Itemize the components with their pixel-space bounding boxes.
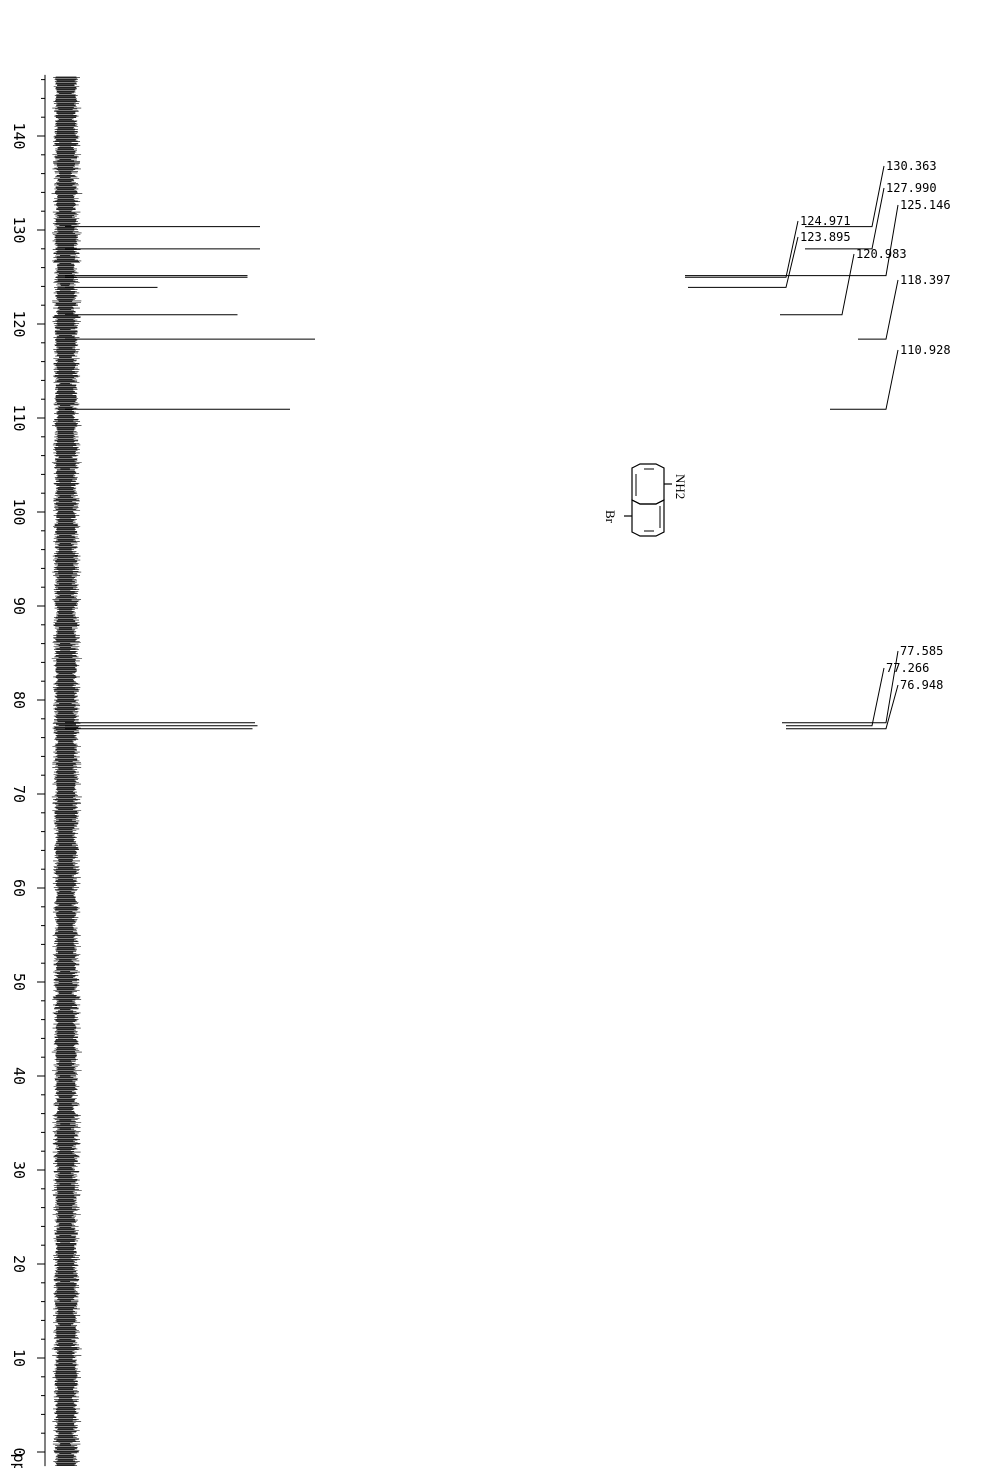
peak-leader-2 bbox=[685, 204, 899, 277]
peak-leader-4 bbox=[688, 236, 799, 288]
tick-label: 140 bbox=[10, 122, 28, 149]
spectrum-peaks bbox=[65, 226, 315, 730]
ppm-axis: 0 10 20 30 40 50 60 70 80 90 100 110 120 130 140 ppm bbox=[10, 74, 46, 1468]
molecule-structure: NH2 Br bbox=[603, 463, 688, 537]
peak-label-6: 118.397 bbox=[900, 273, 951, 287]
tick-label: 40 bbox=[10, 1067, 28, 1085]
tick-label: 30 bbox=[10, 1161, 28, 1179]
peak-label-7: 110.928 bbox=[900, 343, 951, 357]
peak-leader-8 bbox=[782, 650, 899, 724]
tick-label: 10 bbox=[10, 1349, 28, 1367]
peak-label-0: 130.363 bbox=[886, 159, 937, 173]
noise-trace bbox=[51, 76, 83, 1466]
tick-label: 90 bbox=[10, 597, 28, 615]
peak-label-10: 76.948 bbox=[900, 678, 943, 692]
naphthalene-ring-top bbox=[631, 463, 665, 505]
peak-leader-1 bbox=[805, 187, 885, 250]
peak-leader-9 bbox=[786, 667, 885, 727]
peak-leader-5 bbox=[780, 253, 855, 316]
tick-label: 70 bbox=[10, 785, 28, 803]
peak-label-2: 125.146 bbox=[900, 198, 951, 212]
molecule-label-nh2: NH2 bbox=[673, 474, 688, 499]
axis-unit-label: ppm bbox=[10, 1453, 28, 1468]
baseline-noise bbox=[51, 76, 83, 1466]
peak-label-5: 120.983 bbox=[856, 247, 907, 261]
peak-leader-6 bbox=[858, 279, 899, 340]
tick-label: 80 bbox=[10, 691, 28, 709]
peak-label-8: 77.585 bbox=[900, 644, 943, 658]
peak-leader-0 bbox=[805, 165, 885, 228]
peak-label-group: 130.363 127.990 125.146 124.971 123.895 120.9… bbox=[685, 159, 951, 730]
peak-label-4: 123.895 bbox=[800, 230, 851, 244]
peak-leader-3 bbox=[685, 220, 799, 278]
molecule-label-br: Br bbox=[603, 510, 618, 524]
tick-label: 110 bbox=[10, 404, 28, 431]
naphthalene-ring-bottom bbox=[631, 499, 665, 537]
peak-label-3: 124.971 bbox=[800, 214, 851, 228]
peak-leader-10 bbox=[786, 684, 899, 730]
tick-label: 120 bbox=[10, 310, 28, 337]
peak-leader-7 bbox=[830, 349, 899, 410]
tick-label: 20 bbox=[10, 1255, 28, 1273]
peak-label-9: 77.266 bbox=[886, 661, 929, 675]
tick-label: 130 bbox=[10, 216, 28, 243]
peak-label-1: 127.990 bbox=[886, 181, 937, 195]
tick-label: 0 bbox=[10, 1447, 28, 1456]
tick-label: 60 bbox=[10, 879, 28, 897]
tick-label: 50 bbox=[10, 973, 28, 991]
tick-label: 100 bbox=[10, 498, 28, 525]
